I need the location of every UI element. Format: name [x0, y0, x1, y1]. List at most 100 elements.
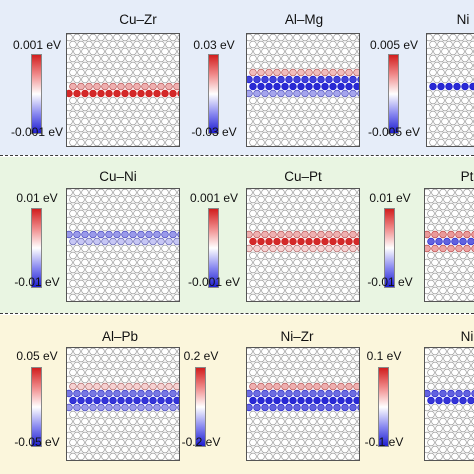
atom	[129, 445, 137, 454]
atom	[439, 286, 447, 295]
atom	[463, 202, 471, 211]
atom	[469, 68, 474, 77]
segregated-atom	[297, 382, 305, 391]
atom	[101, 68, 109, 77]
atom	[129, 34, 137, 42]
atom	[129, 117, 137, 126]
atom	[349, 47, 357, 56]
atom	[253, 431, 261, 440]
panel-title: Ni	[460, 329, 474, 344]
segregated-atom	[269, 89, 277, 98]
atom	[261, 445, 269, 454]
atom	[249, 424, 257, 433]
atom	[109, 265, 117, 274]
atom	[67, 431, 73, 440]
atom	[249, 410, 257, 419]
segregated-atom	[435, 396, 443, 405]
atom	[73, 417, 81, 426]
atom	[329, 452, 337, 460]
atom	[467, 382, 474, 391]
atom	[325, 189, 333, 197]
atom	[429, 96, 437, 105]
segregated-atom	[277, 244, 285, 253]
atom	[471, 431, 474, 440]
atom	[357, 118, 359, 125]
atom	[431, 375, 439, 384]
atom	[425, 272, 431, 281]
atom	[301, 34, 309, 42]
atom	[427, 293, 435, 301]
atom	[141, 96, 149, 105]
atom	[69, 424, 77, 433]
atom	[93, 96, 101, 105]
atom	[439, 431, 447, 440]
atom	[431, 348, 439, 356]
atom	[93, 293, 101, 301]
atom	[457, 47, 465, 56]
segregated-atom	[105, 89, 113, 98]
atom	[153, 34, 161, 42]
atom	[293, 361, 301, 370]
atom	[333, 431, 341, 440]
atom	[85, 293, 93, 301]
atom	[277, 189, 285, 197]
atom	[165, 279, 173, 288]
atom	[463, 272, 471, 281]
atom	[153, 117, 161, 126]
atom	[257, 110, 265, 119]
atom	[129, 361, 137, 370]
segregated-atom	[443, 396, 451, 405]
atom	[121, 34, 129, 42]
atom	[321, 124, 329, 133]
atom	[247, 445, 253, 454]
atom	[129, 75, 137, 84]
atom	[77, 110, 85, 119]
atom	[451, 354, 459, 363]
atom	[321, 354, 329, 363]
atom	[317, 216, 325, 225]
atom	[113, 202, 121, 211]
atom	[169, 258, 177, 267]
segregated-atom	[261, 89, 269, 98]
atom	[467, 354, 474, 363]
atom	[97, 272, 105, 281]
atom	[445, 68, 453, 77]
atom	[447, 216, 455, 225]
atom	[313, 452, 321, 460]
atom	[105, 34, 113, 42]
atom	[133, 410, 141, 419]
segregated-atom	[349, 389, 357, 398]
atom	[253, 361, 261, 370]
segregated-atom	[101, 382, 109, 391]
segregated-atom	[69, 82, 77, 91]
atom	[353, 209, 359, 218]
atom	[81, 272, 89, 281]
atom	[447, 348, 455, 356]
atom	[325, 61, 333, 70]
atom	[137, 75, 145, 84]
atom	[427, 223, 435, 232]
atom	[341, 361, 349, 370]
segregated-atom	[153, 89, 161, 98]
atom	[313, 368, 321, 377]
atom	[341, 445, 349, 454]
atom	[169, 34, 177, 42]
atom	[117, 209, 125, 218]
segregated-atom	[333, 230, 341, 239]
segregated-atom	[89, 89, 97, 98]
segregated-atom	[67, 389, 73, 398]
atom	[177, 287, 179, 294]
atom	[333, 47, 341, 56]
atom	[345, 138, 353, 146]
atom	[445, 124, 453, 133]
atom	[425, 445, 431, 454]
segregated-atom	[253, 230, 261, 239]
atom	[81, 189, 89, 197]
atom	[289, 452, 297, 460]
atom	[109, 452, 117, 460]
atom	[293, 34, 301, 42]
atom	[121, 431, 129, 440]
atom	[101, 251, 109, 260]
segregated-atom	[451, 237, 459, 246]
atom	[357, 259, 359, 266]
